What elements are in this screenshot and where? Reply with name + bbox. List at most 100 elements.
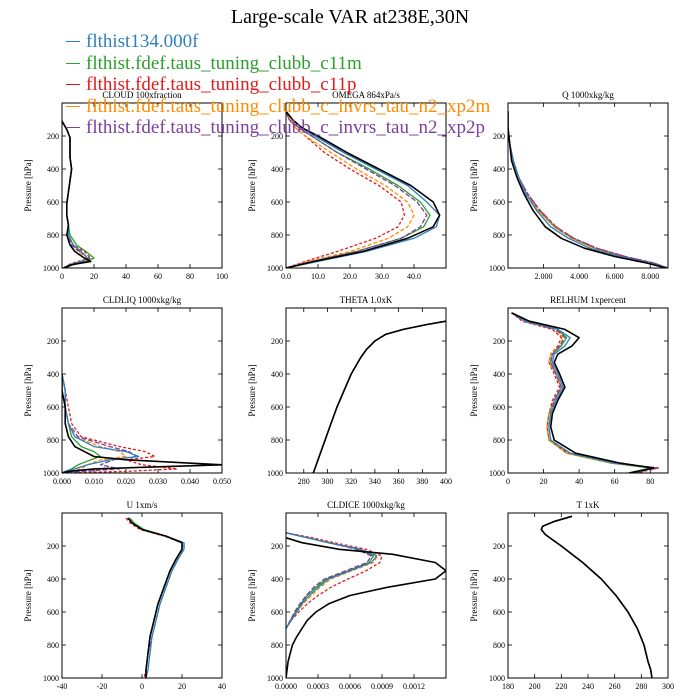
series-line xyxy=(129,517,183,678)
y-tick-label: 400 xyxy=(271,575,283,584)
x-tick-label: 0.0003 xyxy=(307,682,329,691)
panel-frame xyxy=(507,102,669,269)
series-line xyxy=(511,312,651,473)
series-line-reference xyxy=(312,320,446,473)
series-line-reference xyxy=(511,312,655,473)
series-line xyxy=(62,373,178,473)
y-tick-label: 1000 xyxy=(267,469,283,478)
y-axis-label: Pressure [hPa] xyxy=(469,364,479,416)
legend-entry: flthist.fdef.taus_tuning_clubb_c_invrs_t… xyxy=(66,117,490,139)
series-line xyxy=(312,320,446,473)
y-tick-label: 200 xyxy=(47,337,59,346)
legend-entry: flthist.fdef.taus_tuning_clubb_c11p xyxy=(66,74,490,96)
legend-swatch xyxy=(66,41,80,43)
series-line xyxy=(62,120,92,268)
legend-swatch xyxy=(66,127,80,129)
x-tick-label: 360 xyxy=(393,477,405,486)
legend-entry: flthist.fdef.taus_tuning_clubb_c_invrs_t… xyxy=(66,96,490,118)
y-tick-label: 1000 xyxy=(267,264,283,273)
x-tick-label: 80 xyxy=(646,477,654,486)
x-tick-label: 10.0 xyxy=(311,272,325,281)
y-tick-label: 600 xyxy=(493,608,505,617)
series-line-reference xyxy=(62,120,92,268)
x-tick-label: 40 xyxy=(575,477,583,486)
series-line xyxy=(312,320,446,473)
x-tick-label: 280 xyxy=(635,682,647,691)
y-tick-label: 200 xyxy=(47,542,59,551)
x-tick-label: 20 xyxy=(90,272,98,281)
legend-label: flthist.fdef.taus_tuning_clubb_c_invrs_t… xyxy=(86,117,485,138)
chart-panel: CLOUD 100xfraction Pressure [hPa] 200 400 60… xyxy=(23,90,228,281)
x-tick-label: 0 xyxy=(140,682,144,691)
y-tick-label: 800 xyxy=(271,231,283,240)
y-tick-label: 600 xyxy=(271,198,283,207)
panel-frame xyxy=(285,512,447,679)
panel-title: RELHUM 1xpercent xyxy=(550,295,626,305)
x-tick-label: 380 xyxy=(416,477,428,486)
x-tick-label: 4.000 xyxy=(570,272,588,281)
series-line xyxy=(511,312,655,473)
panel-frame xyxy=(507,307,669,474)
panel-title: U 1xm/s xyxy=(127,500,158,510)
series-line-reference xyxy=(127,517,183,678)
legend-swatch xyxy=(66,105,80,107)
x-tick-label: 8.000 xyxy=(641,272,659,281)
y-tick-label: 200 xyxy=(493,132,505,141)
series-line xyxy=(286,111,428,268)
y-tick-label: 400 xyxy=(47,165,59,174)
x-tick-label: 0.0 xyxy=(281,272,291,281)
series-line-reference xyxy=(62,374,222,473)
legend-label: flthist.fdef.taus_tuning_clubb_c11m xyxy=(86,52,362,74)
y-axis-label: Pressure [hPa] xyxy=(23,159,33,211)
x-tick-label: 0.020 xyxy=(117,477,135,486)
legend: flthist134.000f flthist.fdef.taus_tuning… xyxy=(66,31,490,139)
x-tick-label: 240 xyxy=(582,682,594,691)
y-tick-label: 600 xyxy=(271,403,283,412)
y-tick-label: 200 xyxy=(47,132,59,141)
y-tick-label: 800 xyxy=(271,436,283,445)
x-tick-label: 0.0000 xyxy=(275,682,297,691)
x-tick-label: 0.030 xyxy=(149,477,167,486)
y-tick-label: 400 xyxy=(493,370,505,379)
panel-frame xyxy=(61,512,223,679)
x-tick-label: -40 xyxy=(57,682,68,691)
series-line xyxy=(62,373,137,473)
y-tick-label: 1000 xyxy=(489,469,505,478)
series-line xyxy=(540,515,653,678)
y-tick-label: 200 xyxy=(271,132,283,141)
y-axis-label: Pressure [hPa] xyxy=(247,159,257,211)
x-tick-label: 80 xyxy=(186,272,194,281)
series-line xyxy=(540,515,653,678)
series-line xyxy=(286,532,378,629)
series-line xyxy=(312,320,446,473)
panel-title: THETA 1.0xK xyxy=(340,295,393,305)
x-tick-label: -20 xyxy=(97,682,108,691)
y-tick-label: 200 xyxy=(493,337,505,346)
series-line-reference xyxy=(540,515,653,678)
series-line xyxy=(540,515,653,678)
y-tick-label: 400 xyxy=(271,165,283,174)
panel-frame xyxy=(285,307,447,474)
y-tick-label: 800 xyxy=(493,641,505,650)
y-axis-label: Pressure [hPa] xyxy=(23,364,33,416)
legend-label: flthist.fdef.taus_tuning_clubb_c11p xyxy=(86,74,357,95)
x-tick-label: 200 xyxy=(529,682,541,691)
y-tick-label: 1000 xyxy=(489,264,505,273)
x-tick-label: 40 xyxy=(218,682,226,691)
y-axis-label: Pressure [hPa] xyxy=(247,569,257,621)
series-line xyxy=(511,312,660,473)
y-tick-label: 600 xyxy=(47,198,59,207)
panel-title: CLDICE 1000xkg/kg xyxy=(327,500,405,510)
series-line xyxy=(62,120,95,268)
series-line xyxy=(540,515,653,678)
series-line-reference xyxy=(286,110,441,268)
series-line xyxy=(312,320,446,473)
series-line xyxy=(511,312,655,473)
series-line xyxy=(286,532,379,629)
panel-title: CLOUD 100xfraction xyxy=(102,90,182,100)
series-line xyxy=(127,517,185,678)
series-line xyxy=(127,517,185,678)
series-line xyxy=(286,532,372,629)
legend-swatch xyxy=(66,84,80,86)
